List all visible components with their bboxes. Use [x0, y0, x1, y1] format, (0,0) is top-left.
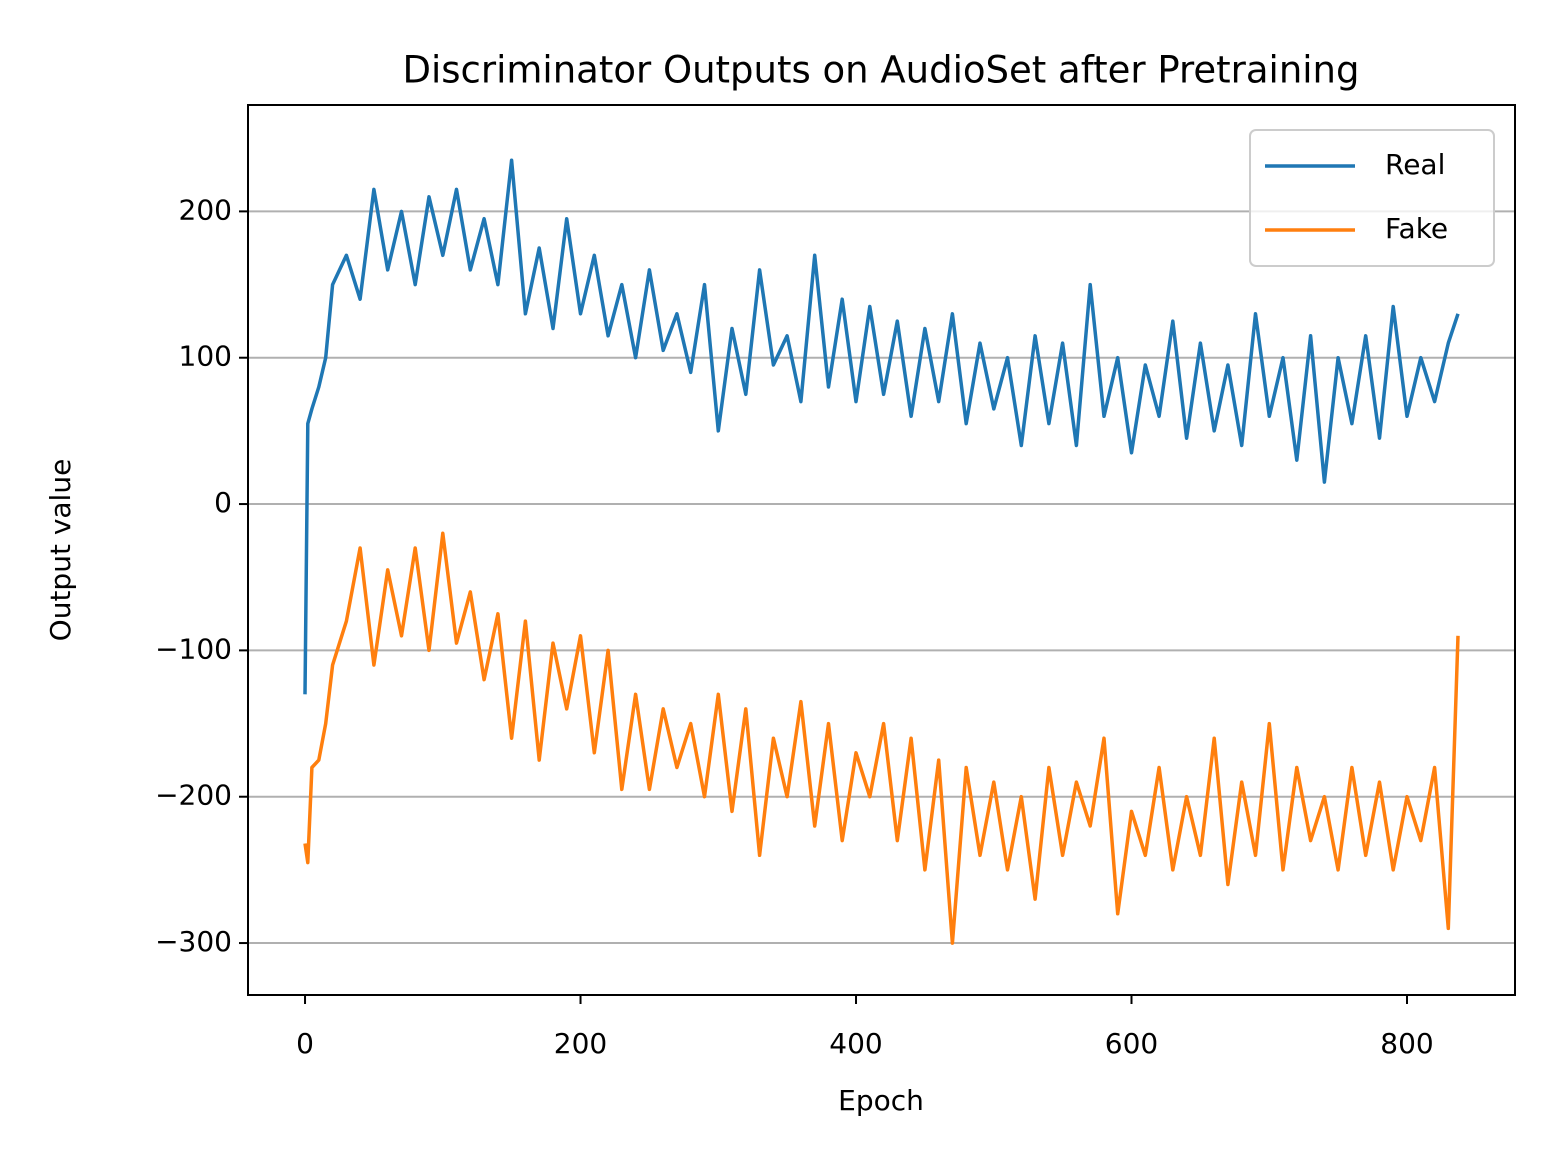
plot-frame	[247, 104, 1516, 996]
y-tick-label: −200	[155, 779, 232, 812]
y-tick-label: 0	[214, 486, 232, 519]
y-axis-label: Output value	[44, 459, 77, 642]
x-axis-label: Epoch	[838, 1084, 924, 1117]
x-tick-label: 600	[1105, 1027, 1158, 1060]
y-tick-label: 100	[179, 340, 232, 373]
series-line	[303, 158, 1460, 695]
x-tick-label: 200	[554, 1027, 607, 1060]
y-tick-label: 200	[179, 193, 232, 226]
y-tick-label: −300	[155, 925, 232, 958]
x-tick-label: 0	[296, 1027, 314, 1060]
legend-label: Fake	[1385, 212, 1448, 245]
legend-label: Real	[1385, 148, 1445, 181]
chart-title: Discriminator Outputs on AudioSet after …	[403, 49, 1360, 92]
x-tick-label: 800	[1380, 1027, 1433, 1060]
series-line	[303, 531, 1460, 945]
y-tick-label: −100	[155, 632, 232, 665]
x-tick-label: 400	[829, 1027, 882, 1060]
legend-box	[1249, 129, 1495, 267]
